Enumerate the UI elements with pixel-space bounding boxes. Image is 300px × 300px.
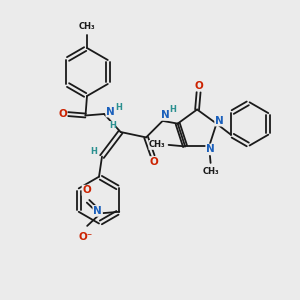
Text: N: N xyxy=(106,106,115,117)
Text: CH₃: CH₃ xyxy=(202,167,219,176)
Text: O: O xyxy=(150,157,159,167)
Text: N: N xyxy=(215,116,224,126)
Text: O: O xyxy=(58,109,67,119)
Text: CH₃: CH₃ xyxy=(79,22,95,31)
Text: H: H xyxy=(90,147,97,156)
Text: O⁻: O⁻ xyxy=(79,232,93,242)
Text: N: N xyxy=(93,206,102,216)
Text: O: O xyxy=(82,185,91,195)
Text: N: N xyxy=(161,110,170,120)
Text: H: H xyxy=(109,122,116,130)
Text: H: H xyxy=(116,103,122,112)
Text: O: O xyxy=(194,80,203,91)
Text: CH₃: CH₃ xyxy=(149,140,166,149)
Text: N: N xyxy=(206,144,215,154)
Text: H: H xyxy=(170,105,176,114)
